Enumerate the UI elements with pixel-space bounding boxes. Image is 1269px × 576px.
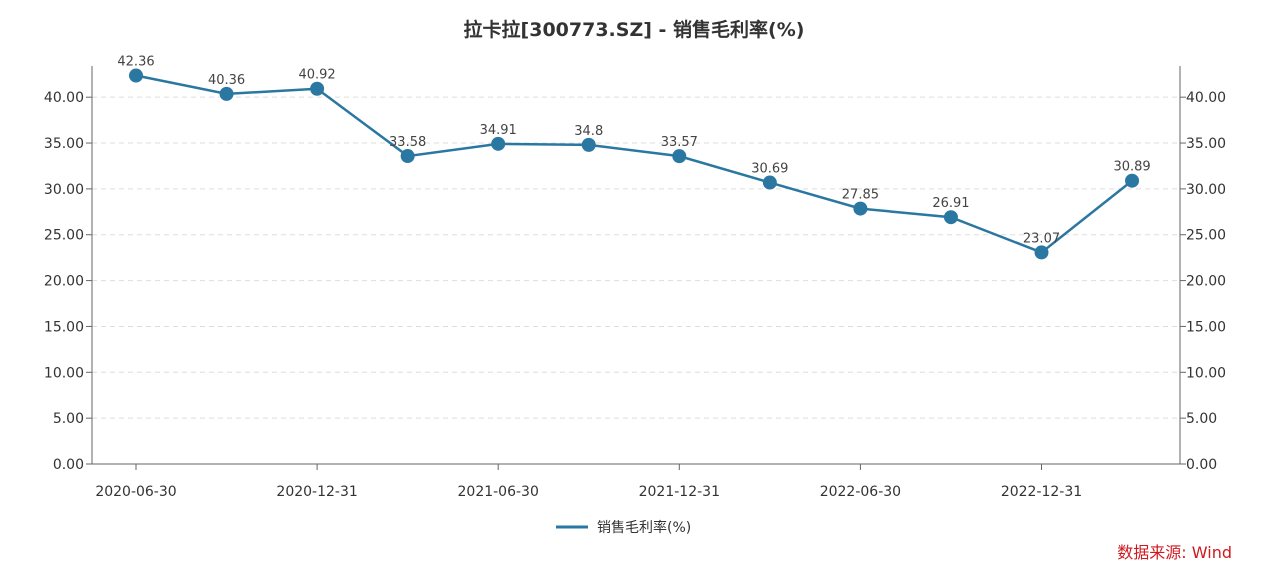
data-label: 30.89	[1113, 160, 1150, 175]
y-tick-label-left: 10.00	[44, 365, 84, 381]
data-point	[853, 201, 868, 216]
data-label: 33.57	[661, 135, 698, 150]
data-point	[1125, 173, 1140, 188]
data-label: 34.91	[480, 123, 517, 138]
y-tick-label-left: 20.00	[44, 274, 84, 290]
data-label: 40.92	[298, 68, 335, 83]
data-point	[219, 86, 234, 101]
x-tick-label: 2022-06-30	[820, 484, 901, 500]
y-tick-label-right: 0.00	[1186, 457, 1217, 473]
y-tick-label-left: 30.00	[44, 182, 84, 198]
data-point	[400, 149, 415, 164]
y-tick-label-right: 20.00	[1186, 274, 1226, 290]
data-point	[943, 210, 958, 225]
y-tick-label-right: 40.00	[1186, 90, 1226, 106]
y-tick-label-left: 35.00	[44, 136, 84, 152]
data-label: 40.36	[208, 73, 245, 88]
y-tick-label-left: 25.00	[44, 228, 84, 244]
data-label: 34.8	[574, 124, 603, 139]
x-tick-label: 2022-12-31	[1001, 484, 1082, 500]
y-tick-label-left: 5.00	[53, 411, 84, 427]
legend-label: 销售毛利率(%)	[597, 519, 691, 536]
data-point	[762, 175, 777, 190]
data-source: 数据来源: Wind	[1117, 543, 1232, 562]
y-tick-label-left: 15.00	[44, 319, 84, 335]
data-label: 30.69	[751, 162, 788, 177]
data-label: 26.91	[932, 196, 969, 211]
legend[interactable]: 销售毛利率(%)	[556, 519, 691, 536]
y-tick-label-right: 5.00	[1186, 411, 1217, 427]
series-line	[135, 74, 1133, 254]
y-tick-label-right: 10.00	[1186, 365, 1226, 381]
x-tick-label: 2020-06-30	[95, 484, 176, 500]
data-point	[1034, 245, 1049, 260]
data-point	[491, 136, 506, 151]
y-tick-label-left: 40.00	[44, 90, 84, 106]
y-tick-label-right: 30.00	[1186, 182, 1226, 198]
data-point	[672, 149, 687, 164]
chart-title: 拉卡拉[300773.SZ] - 销售毛利率(%)	[464, 18, 805, 41]
data-point	[310, 81, 325, 96]
x-tick-label: 2021-06-30	[458, 484, 539, 500]
data-label: 23.07	[1023, 231, 1060, 246]
y-tick-label-left: 0.00	[53, 457, 84, 473]
data-label: 33.58	[389, 135, 426, 150]
y-tick-label-right: 15.00	[1186, 319, 1226, 335]
data-point	[581, 137, 596, 152]
x-tick-label: 2021-12-31	[639, 484, 720, 500]
y-tick-label-right: 25.00	[1186, 228, 1226, 244]
data-point	[129, 68, 143, 83]
data-label: 27.85	[842, 188, 879, 203]
data-label: 42.36	[117, 55, 154, 70]
x-tick-label: 2020-12-31	[276, 484, 357, 500]
y-tick-label-right: 35.00	[1186, 136, 1226, 152]
